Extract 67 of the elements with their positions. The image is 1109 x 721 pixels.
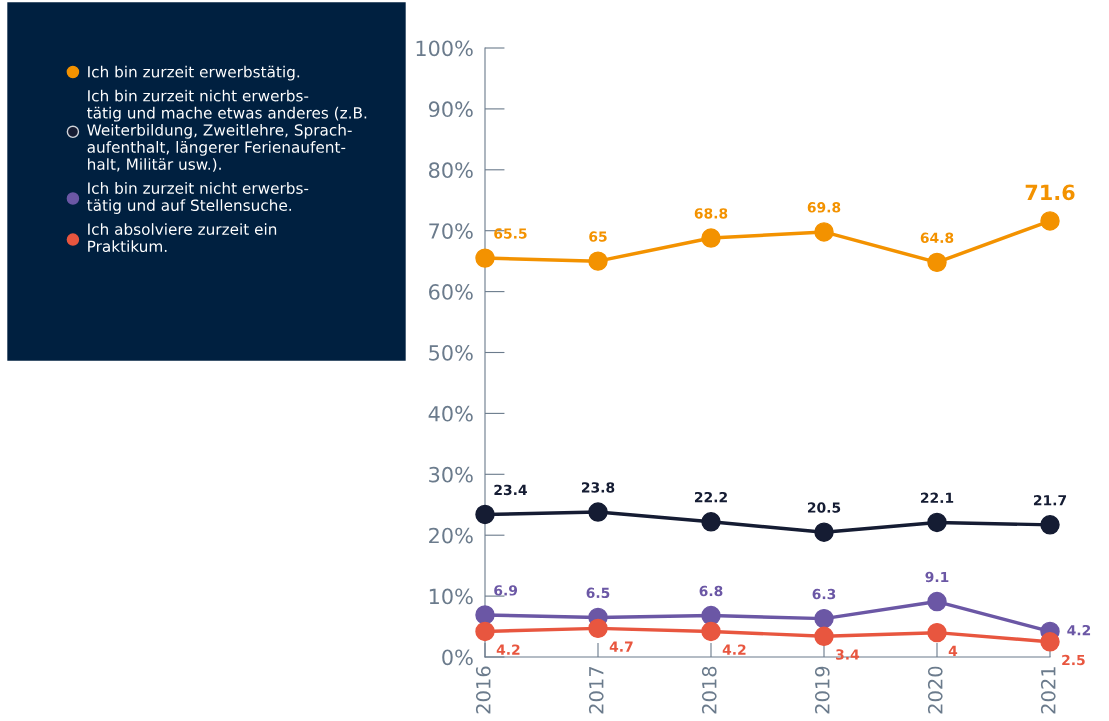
y-tick-label: 10% <box>429 588 473 605</box>
legend-label: Ich absolviere zurzeit ein Praktikum. <box>88 223 277 253</box>
point <box>814 522 834 542</box>
data-label: 71.6 <box>1025 184 1075 201</box>
y-tick-label: 40% <box>428 405 473 422</box>
data-label: 4 <box>948 645 958 656</box>
data-label: 69.8 <box>807 202 841 213</box>
data-label: 6.9 <box>494 585 518 596</box>
point <box>701 228 721 248</box>
data-label: 2.5 <box>1062 654 1085 666</box>
data-label: 4.2 <box>496 644 520 655</box>
x-tick-label: 2019 <box>814 666 830 714</box>
point <box>475 504 495 525</box>
point <box>588 251 608 271</box>
point <box>701 512 721 532</box>
point <box>475 621 495 642</box>
data-label: 22.2 <box>694 491 727 503</box>
y-tick-label: 20% <box>429 527 473 544</box>
point <box>927 252 947 273</box>
data-label: 6.8 <box>699 585 723 597</box>
point <box>1040 515 1060 535</box>
legend-label: Ich bin zurzeit nicht erwerbs- tätig und auf Stellensuche. <box>87 182 309 214</box>
point <box>588 502 608 522</box>
point <box>927 622 947 643</box>
point <box>475 248 495 268</box>
data-label: 65.5 <box>494 228 527 239</box>
point <box>814 608 834 629</box>
x-tick-label: 2016 <box>475 666 491 714</box>
y-tick-label: 70% <box>429 223 473 239</box>
legend-label: Ich bin zurzeit nicht erwerbs- tätig und mache etwas anderes (z.B. Weiterbildung, Zweitlehre, Sprach- aufenthalt, längerer Ferienaufent- halt, Militär usw.). <box>87 89 367 172</box>
data-label: 23.8 <box>581 482 615 493</box>
y-tick-label: 60% <box>429 284 473 300</box>
x-tick-label: 2020 <box>927 666 943 714</box>
point <box>475 605 495 625</box>
point <box>588 618 608 639</box>
point <box>814 626 834 647</box>
y-tick-label: 0% <box>442 649 473 666</box>
x-tick-label: 2018 <box>701 666 717 714</box>
point <box>1040 632 1060 652</box>
data-label: 4.7 <box>609 641 633 652</box>
data-label: 6.5 <box>586 587 610 599</box>
point <box>701 605 721 626</box>
y-tick-label: 50% <box>429 344 473 361</box>
data-label: 20.5 <box>807 502 841 513</box>
legend-label: Ich bin zurzeit erwerbstätig. <box>88 65 300 81</box>
point <box>814 222 834 242</box>
y-tick-label: 30% <box>429 466 473 483</box>
data-label: 4.2 <box>722 644 746 655</box>
y-tick-label: 80% <box>429 162 473 179</box>
point <box>927 591 947 612</box>
data-label: 68.8 <box>694 208 728 219</box>
data-label: 64.8 <box>920 232 954 244</box>
data-label: 6.3 <box>812 588 836 600</box>
point <box>1040 211 1060 231</box>
point <box>701 621 721 642</box>
data-label: 9.1 <box>925 571 949 583</box>
data-label: 3.4 <box>836 649 860 660</box>
x-tick-label: 2021 <box>1040 667 1056 714</box>
data-label: 23.4 <box>494 484 527 496</box>
point <box>927 512 947 533</box>
y-tick-label: 100% <box>416 40 473 57</box>
data-label: 4.2 <box>1067 624 1091 636</box>
x-tick-label: 2017 <box>588 667 604 714</box>
y-tick-label: 90% <box>428 101 473 118</box>
data-label: 21.7 <box>1033 494 1067 506</box>
data-label: 65 <box>589 231 607 242</box>
data-label: 22.1 <box>920 492 954 503</box>
